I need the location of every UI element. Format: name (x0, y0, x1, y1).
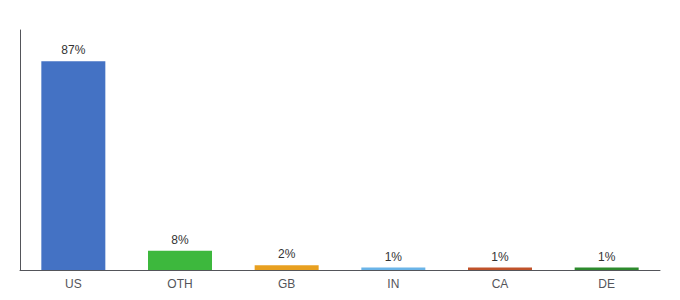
svg-text:OTH: OTH (167, 277, 192, 291)
svg-text:1%: 1% (598, 250, 616, 264)
svg-text:1%: 1% (491, 250, 509, 264)
svg-text:87%: 87% (61, 43, 85, 57)
svg-text:CA: CA (492, 277, 509, 291)
svg-text:GB: GB (278, 277, 295, 291)
svg-text:8%: 8% (171, 233, 189, 247)
svg-text:US: US (65, 277, 82, 291)
svg-text:IN: IN (387, 277, 399, 291)
svg-text:1%: 1% (385, 250, 403, 264)
svg-text:2%: 2% (278, 247, 296, 261)
svg-text:DE: DE (598, 277, 615, 291)
